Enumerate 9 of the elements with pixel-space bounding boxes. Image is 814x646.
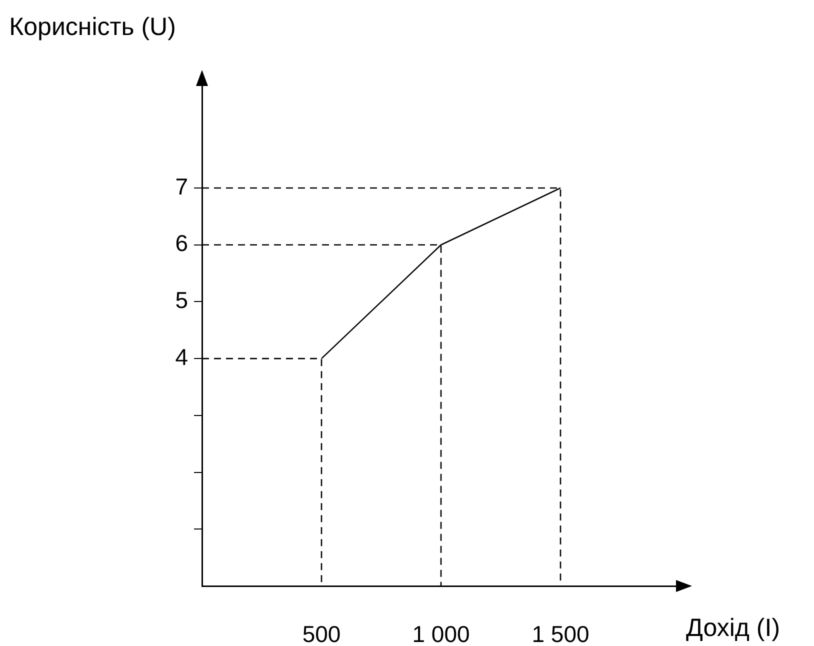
y-tick-label: 5: [175, 287, 188, 314]
x-tick-label: 500: [302, 621, 341, 646]
x-axis-title: Дохід (I): [686, 614, 780, 643]
y-tick-label: 7: [175, 173, 188, 200]
x-tick-label: 1 000: [412, 621, 470, 646]
y-axis-title: Корисність (U): [8, 12, 177, 43]
x-tick-label: 1 500: [532, 621, 590, 646]
y-tick-label: 6: [175, 230, 188, 256]
y-tick-label: 4: [175, 344, 188, 370]
